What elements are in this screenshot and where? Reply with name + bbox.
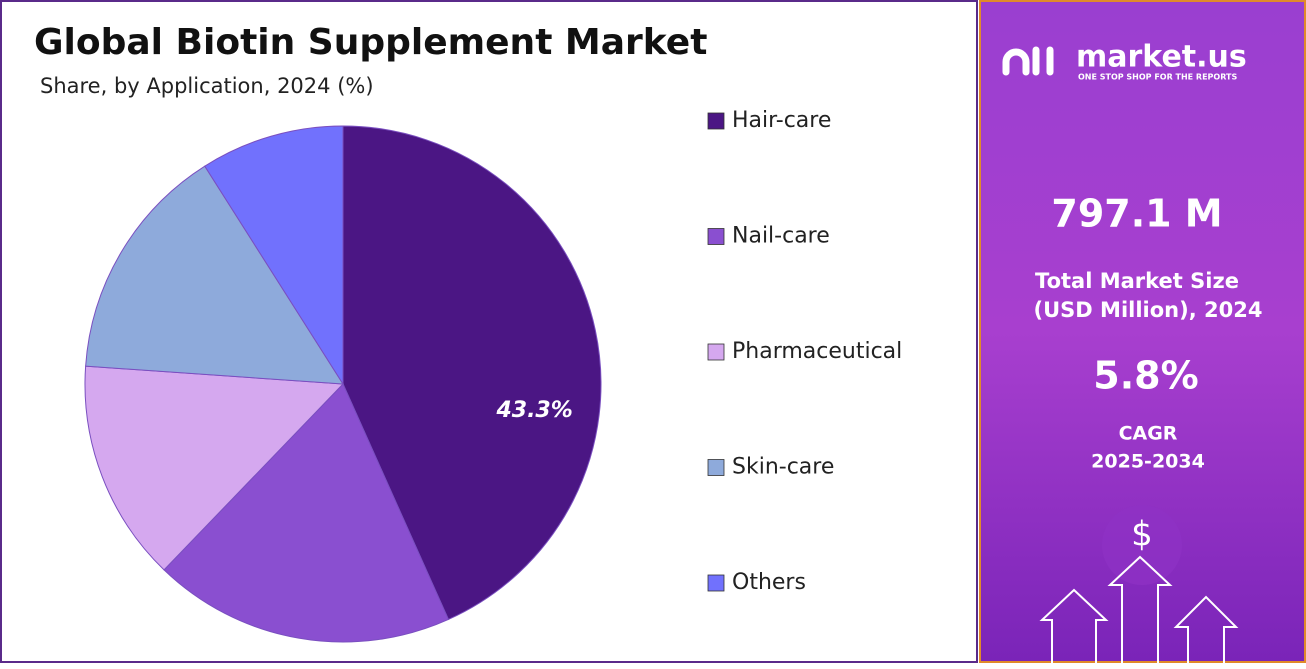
dollar-icon: $ [1131,515,1153,555]
cagr-value: 5.8% [1093,354,1198,398]
legend-swatch [707,574,725,592]
market-size-label: Total Market Size [1035,269,1239,293]
legend-label: Skin-care [732,455,834,480]
legend-swatch [707,112,725,130]
legend-swatch [707,228,725,245]
chart-subtitle: Share, by Application, 2024 (%) [40,74,374,98]
pie-slice [163,383,450,643]
legend-label: Pharmaceutical [732,339,902,364]
market-size-label: (USD Million), 2024 [1034,298,1263,322]
legend-label: Nail-care [732,224,830,249]
pie-slice [204,125,344,386]
chart-title: Global Biotin Supplement Market [34,22,707,63]
growth-arrows [1039,555,1239,665]
market-size: 797.1 M [1051,192,1222,236]
brand-name: market.us [1076,40,1247,75]
legend-label: Hair-care [732,108,831,133]
pie-slice [85,165,344,385]
icon-circle [1102,505,1182,585]
cagr-label: CAGR [1119,423,1178,445]
pie-slice [84,365,345,571]
legend-swatch [707,459,725,476]
brand-tagline: ONE STOP SHOP FOR THE REPORTS [1078,73,1237,82]
legend: Hair-care Nail-care Pharmaceutical Skin-car… [707,108,902,595]
legend-swatch [707,343,725,361]
pie-slice [342,125,602,621]
pie: 43.3% [84,125,602,643]
legend-label: Others [732,570,806,595]
cagr-period: 2025-2034 [1091,451,1205,473]
brand-logo [1002,46,1054,76]
data-label: 43.3% [495,398,572,423]
